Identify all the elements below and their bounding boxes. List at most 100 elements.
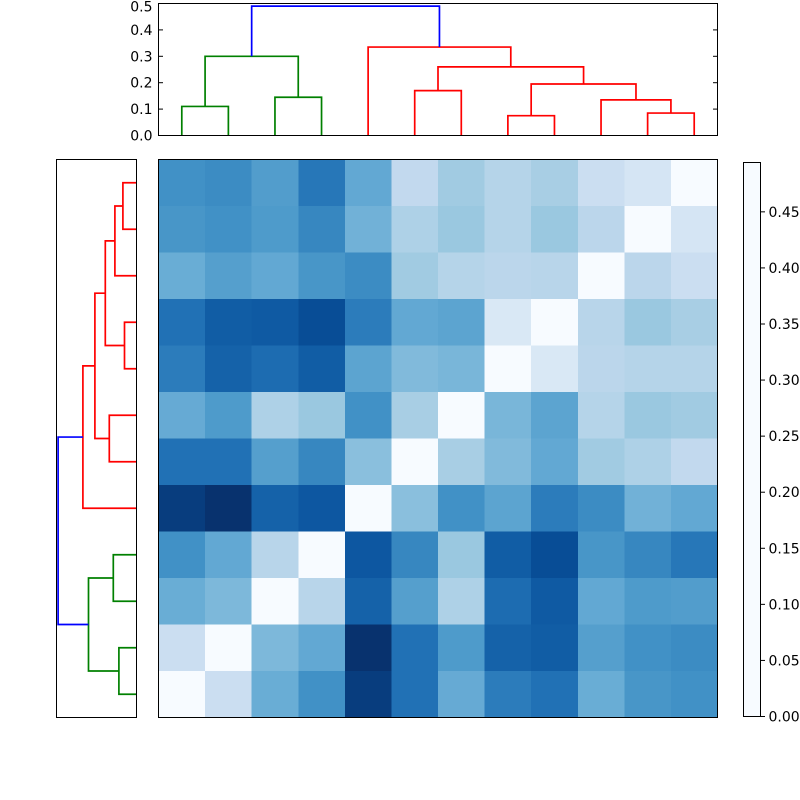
heatmap-cell bbox=[344, 345, 392, 393]
heatmap-cell bbox=[438, 345, 486, 393]
heatmap-cell bbox=[391, 392, 439, 439]
heatmap-cell bbox=[391, 252, 439, 300]
heatmap-cell bbox=[298, 345, 346, 393]
heatmap-cell bbox=[391, 624, 439, 672]
heatmap-cell bbox=[438, 299, 486, 346]
heatmap-cell bbox=[670, 345, 718, 393]
heatmap-cell bbox=[298, 624, 346, 672]
heatmap-cell bbox=[438, 206, 486, 253]
heatmap-cell bbox=[205, 252, 253, 300]
heatmap-cell bbox=[158, 438, 206, 486]
colorbar-tick-label: 0.40 bbox=[769, 261, 800, 277]
heatmap-cell bbox=[158, 159, 206, 207]
top-dendrogram: 0.0 0.1 0.2 0.3 0.4 0.5 bbox=[130, 0, 718, 145]
heatmap-cell bbox=[298, 392, 346, 439]
heatmap-cell bbox=[344, 206, 392, 253]
heatmap-cell bbox=[205, 578, 253, 625]
heatmap-cell bbox=[298, 252, 346, 300]
heatmap-frame bbox=[158, 159, 718, 718]
heatmap-cell bbox=[624, 671, 672, 718]
top-axis-tick-label: 0.3 bbox=[130, 49, 152, 65]
heatmap-cell bbox=[205, 206, 253, 253]
heatmap-cell bbox=[484, 438, 532, 486]
heatmap-cell bbox=[531, 485, 579, 532]
colorbar-tick-label: 0.00 bbox=[769, 710, 800, 726]
heatmap-cell bbox=[531, 299, 579, 346]
heatmap-cell bbox=[251, 624, 299, 672]
heatmap-cell bbox=[205, 299, 253, 346]
heatmap-cell bbox=[205, 671, 253, 718]
heatmap-cell bbox=[531, 438, 579, 486]
heatmap-cell bbox=[391, 485, 439, 532]
heatmap-cell bbox=[205, 438, 253, 486]
heatmap-cell bbox=[484, 485, 532, 532]
heatmap-cell bbox=[438, 531, 486, 579]
heatmap-cell bbox=[158, 252, 206, 300]
heatmap-cell bbox=[438, 392, 486, 439]
heatmap-cell bbox=[484, 578, 532, 625]
heatmap-cell bbox=[670, 531, 718, 579]
heatmap-cell bbox=[577, 624, 625, 672]
heatmap-cell bbox=[251, 345, 299, 393]
heatmap-cell bbox=[577, 159, 625, 207]
heatmap-cell bbox=[484, 392, 532, 439]
top-axis-tick-label: 0.4 bbox=[130, 23, 152, 39]
heatmap-cell bbox=[391, 159, 439, 207]
heatmap-cell bbox=[251, 252, 299, 300]
heatmap-cell bbox=[205, 531, 253, 579]
heatmap-cell bbox=[484, 345, 532, 393]
heatmap-cell bbox=[344, 392, 392, 439]
heatmap-cell bbox=[624, 578, 672, 625]
top-axis-tick-label: 0.2 bbox=[130, 76, 152, 92]
heatmap-cell bbox=[158, 392, 206, 439]
heatmap-cell bbox=[251, 671, 299, 718]
heatmap-cell bbox=[670, 159, 718, 207]
heatmap-cell bbox=[624, 392, 672, 439]
heatmap-cell bbox=[438, 485, 486, 532]
colorbar-tick-label: 0.25 bbox=[769, 429, 800, 445]
heatmap-cell bbox=[158, 345, 206, 393]
heatmap-cell bbox=[531, 159, 579, 207]
heatmap-cell bbox=[251, 438, 299, 486]
heatmap-cell bbox=[251, 578, 299, 625]
heatmap-cell bbox=[205, 624, 253, 672]
heatmap-cell bbox=[344, 485, 392, 532]
heatmap-cell bbox=[624, 438, 672, 486]
colorbar-tick-label: 0.10 bbox=[769, 597, 800, 613]
heatmap-cell bbox=[670, 252, 718, 300]
heatmap-cell bbox=[158, 624, 206, 672]
heatmap-cell bbox=[484, 299, 532, 346]
heatmap-cell bbox=[531, 392, 579, 439]
heatmap-cell bbox=[158, 531, 206, 579]
heatmap-cell bbox=[298, 671, 346, 718]
heatmap-cell bbox=[298, 299, 346, 346]
heatmap-cell bbox=[391, 531, 439, 579]
heatmap-cell bbox=[251, 531, 299, 579]
heatmap-cell bbox=[624, 252, 672, 300]
heatmap-cell bbox=[577, 578, 625, 625]
heatmap-cell bbox=[391, 578, 439, 625]
dendrogram-link-blue bbox=[250, 5, 441, 57]
heatmap-cell bbox=[438, 578, 486, 625]
heatmap-cell bbox=[344, 671, 392, 718]
heatmap-cell bbox=[391, 206, 439, 253]
colorbar-tick-label: 0.30 bbox=[769, 373, 800, 389]
distance-heatmap bbox=[158, 159, 718, 718]
heatmap-cell bbox=[624, 345, 672, 393]
heatmap-cell bbox=[158, 485, 206, 532]
colorbar-tick-label: 0.05 bbox=[769, 653, 800, 669]
heatmap-cell bbox=[344, 252, 392, 300]
heatmap-cell bbox=[577, 206, 625, 253]
colorbar-tick-label: 0.20 bbox=[769, 485, 800, 501]
heatmap-cell bbox=[577, 671, 625, 718]
heatmap-cell bbox=[298, 531, 346, 579]
heatmap-cell bbox=[670, 485, 718, 532]
colorbar-tick-label: 0.45 bbox=[769, 205, 800, 221]
heatmap-cell bbox=[484, 671, 532, 718]
heatmap-cell bbox=[577, 252, 625, 300]
heatmap-cell bbox=[298, 438, 346, 486]
heatmap-cell bbox=[438, 438, 486, 486]
colorbar-tick-label: 0.35 bbox=[769, 317, 800, 333]
heatmap-cell bbox=[624, 299, 672, 346]
